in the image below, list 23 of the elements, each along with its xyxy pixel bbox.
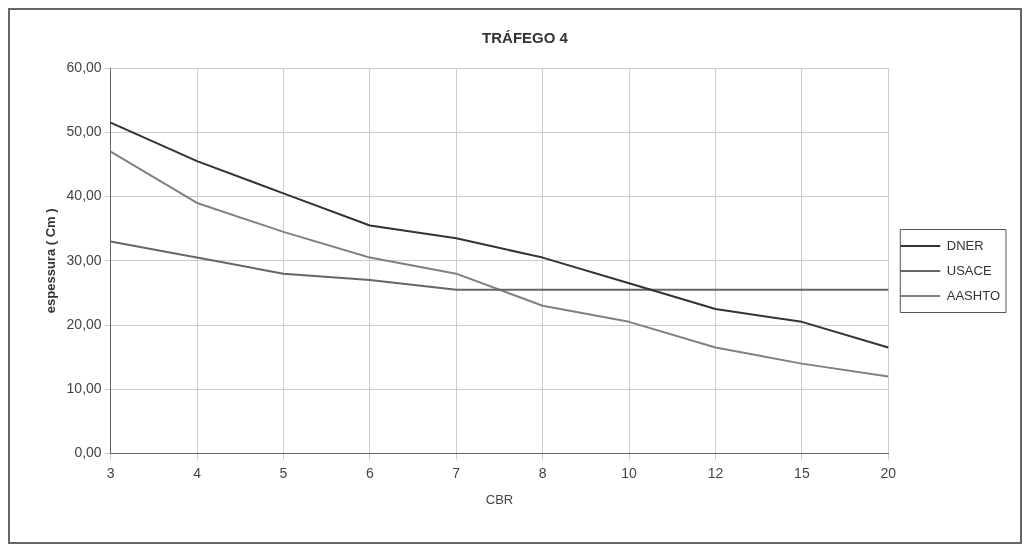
x-tick-label: 15	[794, 464, 810, 481]
legend-label: USACE	[946, 262, 992, 278]
x-tick-label: 4	[193, 464, 202, 481]
x-tick-label: 6	[365, 464, 374, 481]
y-tick-label: 60,00	[66, 58, 102, 75]
y-tick-label: 20,00	[66, 315, 102, 332]
y-tick-label: 50,00	[66, 123, 102, 140]
x-tick-label: 7	[452, 464, 461, 481]
legend-label: DNER	[946, 237, 984, 253]
chart-title: TRÁFEGO 4	[482, 29, 569, 47]
y-axis-title: espessura ( Cm )	[43, 208, 59, 314]
x-tick-label: 8	[538, 464, 547, 481]
x-axis-title: CBR	[485, 491, 514, 507]
x-tick-label: 5	[279, 464, 288, 481]
y-tick-label: 40,00	[66, 187, 102, 204]
x-tick-label: 10	[621, 464, 638, 481]
legend-label: AASHTO	[946, 287, 1000, 303]
x-tick-label: 20	[880, 464, 897, 481]
y-tick-label: 30,00	[66, 251, 102, 268]
y-tick-label: 10,00	[66, 380, 102, 397]
y-tick-label: 0,00	[74, 444, 102, 461]
x-tick-label: 12	[707, 464, 724, 481]
x-tick-label: 3	[106, 464, 115, 481]
